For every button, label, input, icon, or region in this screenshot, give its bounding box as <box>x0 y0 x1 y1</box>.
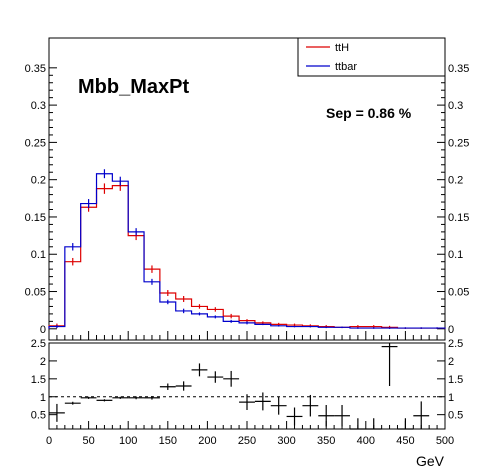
ratio-y-tick-label-right: 1.5 <box>448 374 463 386</box>
x-tick-label: 250 <box>238 435 256 447</box>
ratio-y-tick-label-right: 1 <box>448 392 454 404</box>
y-tick-label-right: 0.3 <box>448 100 463 112</box>
separation-annotation: Sep = 0.86 % <box>326 105 412 121</box>
ratio-y-tick-label-left: 2 <box>40 356 46 368</box>
y-tick-label-right: 0 <box>448 324 454 336</box>
y-tick-label-right: 0.35 <box>448 63 469 75</box>
x-tick-label: 500 <box>436 435 454 447</box>
x-tick-label: 100 <box>119 435 137 447</box>
y-tick-label-left: 0.3 <box>31 100 46 112</box>
x-tick-label: 400 <box>357 435 375 447</box>
x-tick-label: 0 <box>46 435 52 447</box>
y-tick-label-right: 0.2 <box>448 175 463 187</box>
legend-box <box>297 37 446 77</box>
y-tick-label-right: 0.05 <box>448 287 469 299</box>
y-tick-label-left: 0.1 <box>31 249 46 261</box>
x-tick-label: 450 <box>396 435 414 447</box>
chart-title: Mbb_MaxPt <box>78 76 189 98</box>
y-tick-label-left: 0.05 <box>25 287 46 299</box>
x-tick-label: 50 <box>82 435 94 447</box>
ratio-y-tick-label-left: 1.5 <box>31 374 46 386</box>
y-tick-label-right: 0.1 <box>448 249 463 261</box>
ratio-plot: 0.5 0.5 1 1 1.5 1.5 2 2 2.5 2.5 0 50 100 150 200 250 300… <box>31 338 464 447</box>
y-tick-label-left: 0.35 <box>25 63 46 75</box>
ratio-plot-frame <box>48 342 446 430</box>
ratio-y-tick-label-right: 2.5 <box>448 338 463 350</box>
x-axis-label: GeV <box>416 453 445 469</box>
main-plot: 0 0 0.05 0.05 0.1 0.1 0.15 0.15 0.2 0.2 0.25 0.25 0.… <box>25 63 469 340</box>
legend-label-tth: ttH <box>335 42 349 54</box>
main-plot-frame <box>48 37 446 341</box>
x-tick-label: 150 <box>159 435 177 447</box>
histogram-tth <box>48 185 446 329</box>
ratio-y-tick-label-right: 2 <box>448 356 454 368</box>
ratio-y-tick-label-left: 0.5 <box>31 410 46 422</box>
ratio-y-tick-label-right: 0.5 <box>448 410 463 422</box>
legend: ttH ttbar <box>297 37 446 77</box>
ratio-y-tick-label-left: 1 <box>40 392 46 404</box>
legend-label-ttbar: ttbar <box>335 61 357 73</box>
y-tick-label-right: 0.15 <box>448 212 469 224</box>
x-tick-label: 350 <box>317 435 335 447</box>
ratio-y-tick-label-left: 2.5 <box>31 338 46 350</box>
y-tick-label-left: 0.15 <box>25 212 46 224</box>
y-tick-label-left: 0.25 <box>25 137 46 149</box>
x-tick-label: 200 <box>198 435 216 447</box>
y-tick-label-right: 0.25 <box>448 137 469 149</box>
histogram-ttbar <box>48 173 446 329</box>
x-tick-label: 300 <box>277 435 295 447</box>
y-tick-label-left: 0.2 <box>31 175 46 187</box>
y-tick-label-left: 0 <box>40 324 46 336</box>
